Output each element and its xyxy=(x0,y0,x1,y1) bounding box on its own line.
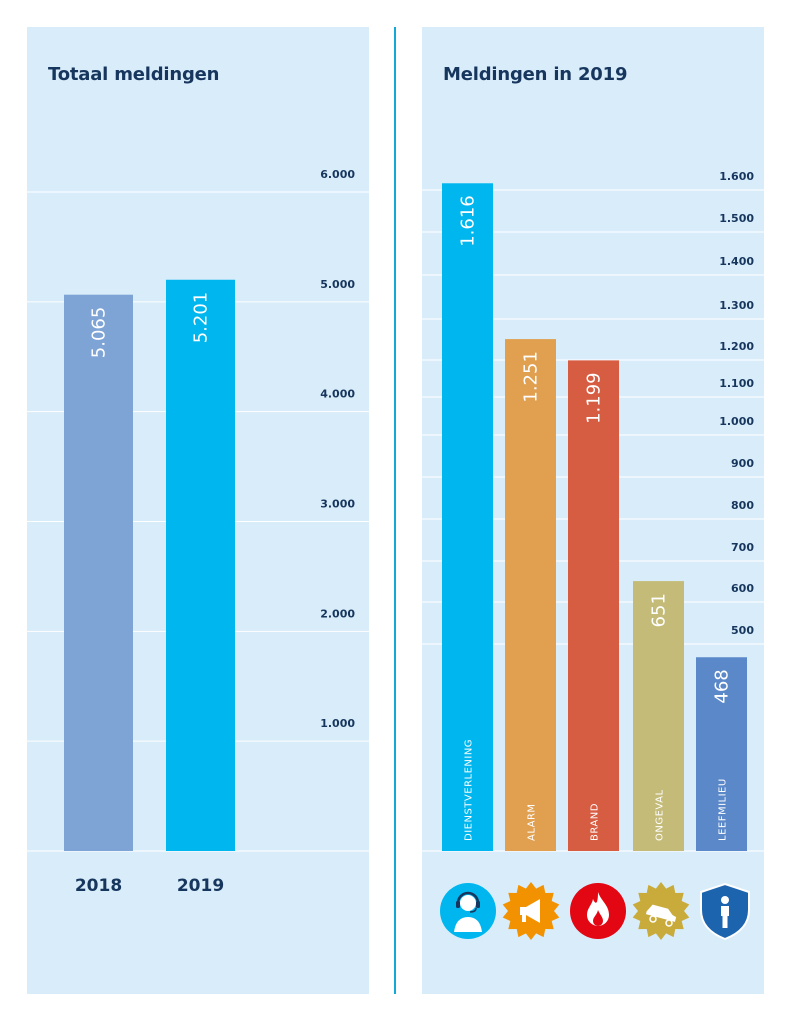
y-tick-label: 1.600 xyxy=(719,170,754,183)
data-label: 5.201 xyxy=(191,292,212,344)
panel-divider xyxy=(394,27,396,994)
data-label: 1.616 xyxy=(458,195,479,247)
data-label: 5.065 xyxy=(89,307,110,359)
x-tick-label: LEEFMILIEU xyxy=(718,778,729,841)
flame-icon xyxy=(569,882,627,940)
y-tick-label: 6.000 xyxy=(320,168,355,181)
y-tick-label: 5.000 xyxy=(320,278,355,291)
y-tick-label: 1.000 xyxy=(719,415,754,428)
y-tick-label: 1.200 xyxy=(719,340,754,353)
chart-title-2019: Meldingen in 2019 xyxy=(443,64,628,85)
y-tick-label: 1.300 xyxy=(719,299,754,312)
y-tick-label: 4.000 xyxy=(320,388,355,401)
megaphone-icon xyxy=(502,882,560,940)
y-tick-label: 1.100 xyxy=(719,377,754,390)
y-tick-label: 900 xyxy=(731,457,754,470)
y-tick-label: 3.000 xyxy=(320,498,355,511)
x-tick-label: DIENSTVERLENING xyxy=(464,739,475,841)
x-tick-label: ONGEVAL xyxy=(655,789,666,841)
x-tick-label: 2018 xyxy=(75,876,122,896)
bar-brand xyxy=(568,360,619,851)
x-tick-label: ALARM xyxy=(527,803,538,841)
x-tick-label: 2019 xyxy=(177,876,224,896)
chart-title-totaal: Totaal meldingen xyxy=(48,64,220,85)
shield-person-icon xyxy=(696,882,754,941)
y-tick-label: 500 xyxy=(731,624,754,637)
bar-leefmilieu xyxy=(696,657,747,851)
bar-2018 xyxy=(64,294,133,851)
data-label: 1.251 xyxy=(521,351,542,403)
y-tick-label: 600 xyxy=(731,582,754,595)
y-tick-label: 1.400 xyxy=(719,255,754,268)
y-tick-label: 700 xyxy=(731,541,754,554)
car-crash-icon xyxy=(632,882,690,940)
bar-alarm xyxy=(505,339,556,851)
data-label: 1.199 xyxy=(584,372,605,424)
x-tick-label: BRAND xyxy=(590,803,601,841)
data-label: 651 xyxy=(649,593,670,627)
operator-icon xyxy=(439,882,497,940)
data-label: 468 xyxy=(712,669,733,703)
y-tick-label: 1.000 xyxy=(320,717,355,730)
bar-2019 xyxy=(166,279,235,851)
y-tick-label: 2.000 xyxy=(320,607,355,620)
y-tick-label: 1.500 xyxy=(719,212,754,225)
y-tick-label: 800 xyxy=(731,499,754,512)
bar-dienstverlening xyxy=(442,183,493,851)
bar-ongeval xyxy=(633,581,684,851)
